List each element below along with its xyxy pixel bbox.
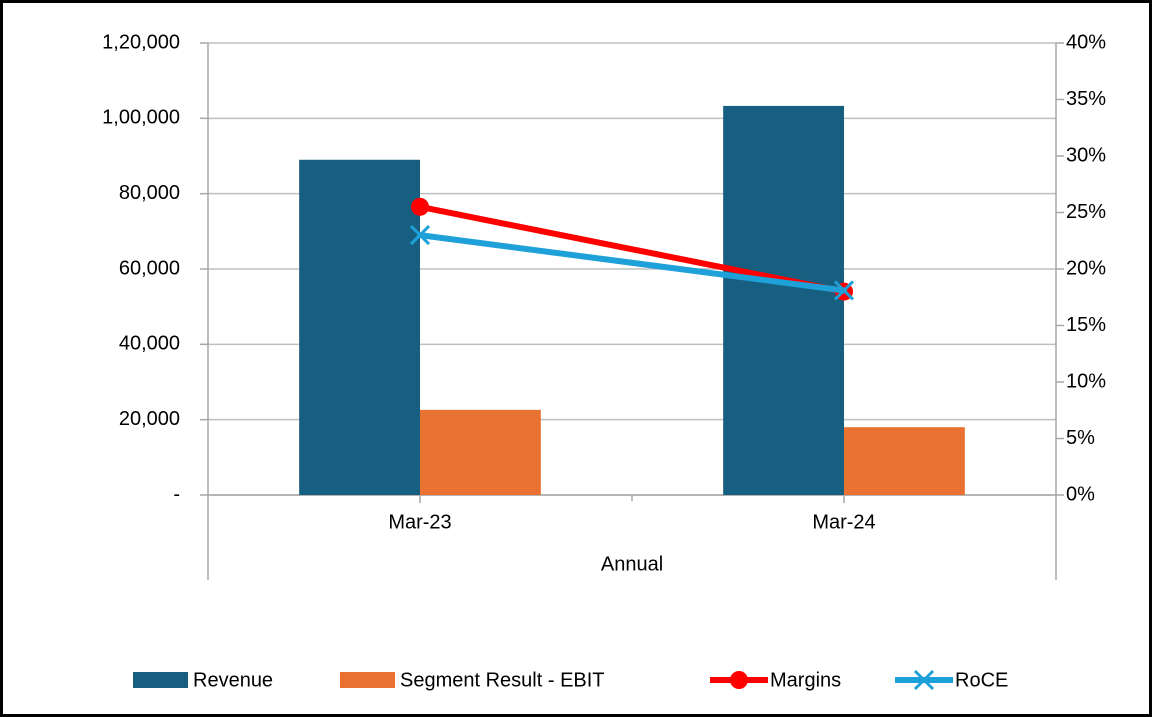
y2-tick-label: 0% bbox=[1066, 483, 1095, 505]
legend-label: Margins bbox=[770, 669, 841, 691]
bar bbox=[844, 427, 965, 495]
marker bbox=[409, 225, 431, 246]
legend-label: RoCE bbox=[955, 669, 1008, 691]
y-tick-label: 1,20,000 bbox=[102, 31, 180, 53]
y2-tick-label: 10% bbox=[1066, 370, 1106, 392]
marker bbox=[411, 197, 429, 216]
legend-label: Revenue bbox=[193, 669, 273, 691]
marker bbox=[833, 280, 855, 301]
bar bbox=[723, 105, 844, 496]
line bbox=[417, 232, 847, 294]
x-group-label: Annual bbox=[601, 553, 663, 575]
y2-tick-label: 40% bbox=[1066, 31, 1106, 53]
x-tick-label: Mar-24 bbox=[812, 511, 875, 533]
line bbox=[417, 203, 847, 295]
y-tick-label: 40,000 bbox=[119, 333, 180, 355]
legend-marker bbox=[730, 671, 748, 689]
bar bbox=[420, 409, 541, 495]
bar bbox=[299, 159, 420, 495]
y2-tick-label: 20% bbox=[1066, 257, 1106, 279]
y2-tick-label: 30% bbox=[1066, 144, 1106, 166]
y-tick-label: - bbox=[173, 483, 180, 505]
y-tick-label: 80,000 bbox=[119, 182, 180, 204]
y2-tick-label: 35% bbox=[1066, 88, 1106, 110]
y2-tick-label: 5% bbox=[1066, 427, 1095, 449]
legend-marker bbox=[913, 669, 935, 691]
x-tick-label: Mar-23 bbox=[388, 511, 451, 533]
legend-swatch bbox=[340, 672, 395, 688]
y-tick-label: 1,00,000 bbox=[102, 107, 180, 129]
legend-swatch bbox=[133, 672, 188, 688]
y2-tick-label: 15% bbox=[1066, 314, 1106, 336]
legend-label: Segment Result - EBIT bbox=[400, 669, 605, 691]
y-tick-label: 60,000 bbox=[119, 257, 180, 279]
y2-tick-label: 25% bbox=[1066, 201, 1106, 223]
y-tick-label: 20,000 bbox=[119, 408, 180, 430]
